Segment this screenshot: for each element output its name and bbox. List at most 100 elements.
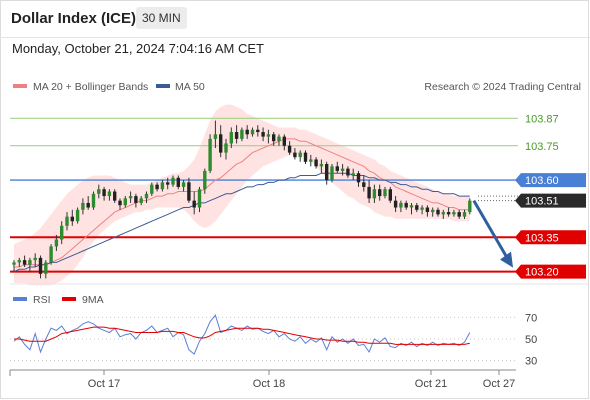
candle-body xyxy=(240,129,244,139)
candle-body xyxy=(367,186,371,199)
x-tick-label: Oct 21 xyxy=(415,378,447,390)
candle-body xyxy=(28,260,32,265)
candle-body xyxy=(378,189,382,197)
chart-header: Dollar Index (ICE) 30 MIN xyxy=(0,0,590,38)
candle-body xyxy=(425,207,430,213)
rsi-tick-50: 50 xyxy=(525,334,537,346)
candle-body xyxy=(12,262,16,265)
candle-body xyxy=(346,168,350,176)
rsi-legend-swatch xyxy=(13,297,27,301)
candle-body xyxy=(436,209,440,215)
candle-body xyxy=(197,189,202,208)
ma20-line xyxy=(14,138,470,268)
candle-body xyxy=(298,152,302,158)
candle-body xyxy=(134,196,138,203)
candle-body xyxy=(330,166,334,181)
candle-body xyxy=(49,246,53,263)
candle-body xyxy=(309,159,313,162)
candle-body xyxy=(245,129,249,135)
candle-body xyxy=(128,196,133,199)
ma9-legend-swatch xyxy=(62,297,76,301)
candle-body xyxy=(213,134,218,139)
candle-body xyxy=(113,191,117,201)
candle-body xyxy=(166,182,170,185)
candle-body xyxy=(60,225,64,240)
candle-body xyxy=(75,209,80,222)
candle-body xyxy=(399,202,403,208)
resistance-label-103.75: 103.75 xyxy=(525,141,559,153)
candle-body xyxy=(383,189,387,197)
candle-body xyxy=(38,257,43,274)
level-labels: 103.87 103.75 103.60 103.51 103.35 103.20 xyxy=(515,113,586,279)
candle-body xyxy=(287,145,292,153)
candle-body xyxy=(388,189,392,201)
rsi-tick-70: 70 xyxy=(525,312,537,324)
candle-body xyxy=(325,164,329,181)
candle-body xyxy=(404,202,408,208)
price-levels xyxy=(10,117,518,273)
candle-body xyxy=(335,166,339,171)
candle-body xyxy=(256,129,260,133)
candle-body xyxy=(22,260,27,265)
candle-body xyxy=(208,138,212,171)
candle-body xyxy=(234,132,239,139)
ma50-legend-swatch xyxy=(156,84,170,88)
candle-body xyxy=(219,134,223,153)
candle-body xyxy=(282,136,286,146)
candle-body xyxy=(150,184,154,194)
rsi-ma-line xyxy=(14,326,470,345)
candle-body xyxy=(409,205,414,208)
candle-body xyxy=(293,152,297,158)
candle-body xyxy=(176,177,180,187)
ma20-legend-swatch xyxy=(13,84,27,88)
candle-body xyxy=(144,193,149,199)
x-axis: Oct 17 Oct 18 Oct 21 Oct 27 xyxy=(9,369,516,390)
candle-body xyxy=(107,191,112,197)
candle-body xyxy=(155,184,159,190)
candle-body xyxy=(224,143,228,153)
candle-body xyxy=(266,134,271,137)
candle-body xyxy=(102,189,106,197)
candle-body xyxy=(277,136,281,142)
candlesticks xyxy=(12,120,472,279)
candle-body xyxy=(86,202,90,208)
candle-body xyxy=(65,216,69,226)
candle-body xyxy=(118,200,122,206)
candle-body xyxy=(229,132,233,144)
forecast-arrow xyxy=(472,199,513,268)
last-price-label-103.51: 103.51 xyxy=(525,196,559,208)
candle-body xyxy=(17,260,21,263)
candle-body xyxy=(81,202,85,210)
support-label-103.20: 103.20 xyxy=(525,267,559,279)
candle-body xyxy=(303,152,308,162)
support-tag-103.20 xyxy=(515,264,586,279)
candle-body xyxy=(160,182,165,190)
candle-body xyxy=(441,212,445,215)
ma9-legend-label: 9MA xyxy=(82,294,104,306)
candle-body xyxy=(33,257,37,261)
candle-body xyxy=(356,173,361,183)
candle-body xyxy=(97,189,101,194)
pivot-label-103.60: 103.60 xyxy=(525,175,559,187)
instrument-title: Dollar Index (ICE) xyxy=(11,10,137,27)
timeframe-badge[interactable]: 30 MIN xyxy=(136,7,187,29)
candle-body xyxy=(314,159,318,167)
forecast-arrow-shaft xyxy=(472,199,509,259)
candle-body xyxy=(431,209,435,213)
candle-body xyxy=(54,239,59,247)
rsi-panel: 70 50 30 xyxy=(10,312,537,368)
candle-body xyxy=(457,212,461,217)
chart-datetime: Monday, October 21, 2024 7:04:16 AM CET xyxy=(12,41,264,56)
candle-body xyxy=(139,198,143,203)
moving-averages xyxy=(13,138,470,273)
candle-body xyxy=(340,168,345,171)
candle-body xyxy=(261,132,265,137)
candle-body xyxy=(181,182,186,187)
x-tick-label: Oct 17 xyxy=(88,378,120,390)
candle-body xyxy=(272,134,276,142)
candle-body xyxy=(91,193,96,208)
rsi-tick-30: 30 xyxy=(525,356,537,368)
candle-body xyxy=(372,189,377,199)
